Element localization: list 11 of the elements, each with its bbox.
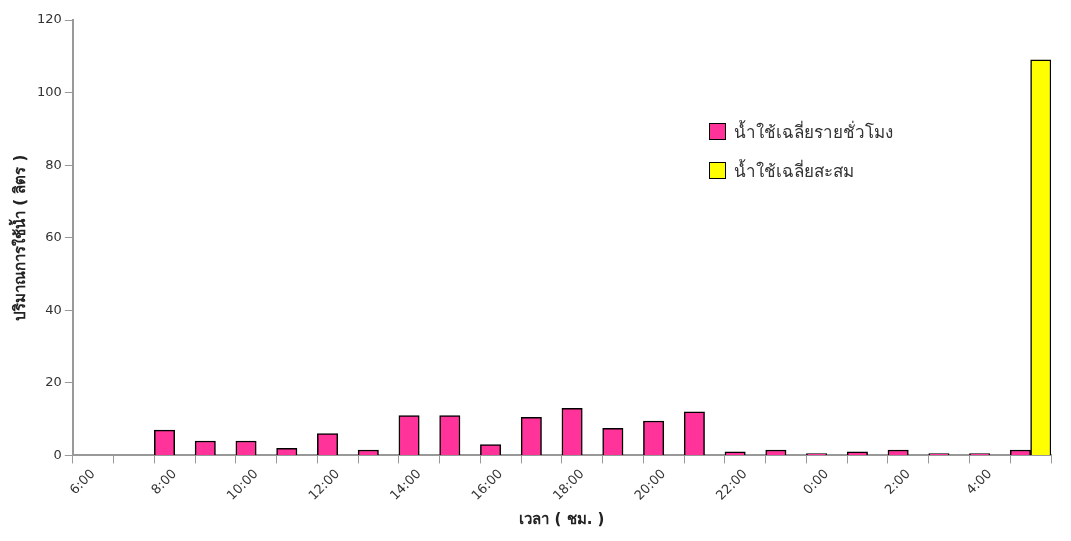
y-tick-label: 0 [53, 446, 62, 462]
y-tick-label: 40 [45, 301, 62, 317]
y-tick-label: 20 [45, 374, 62, 390]
x-axis-title: เวลา ( ชม. ) [519, 509, 605, 528]
y-axis-title: ปริมาณการใช้น้ำ ( ลิตร ) [7, 154, 29, 321]
legend-label: น้ำใช้เฉลี่ยสะสม [734, 158, 854, 183]
y-tick-label: 60 [45, 229, 62, 245]
y-tick-label: 100 [36, 83, 62, 99]
y-tick-label: 80 [45, 156, 62, 172]
y-tick-label: 120 [36, 11, 62, 27]
legend-label: น้ำใช้เฉลี่ยรายชั่วโมง [734, 119, 893, 144]
